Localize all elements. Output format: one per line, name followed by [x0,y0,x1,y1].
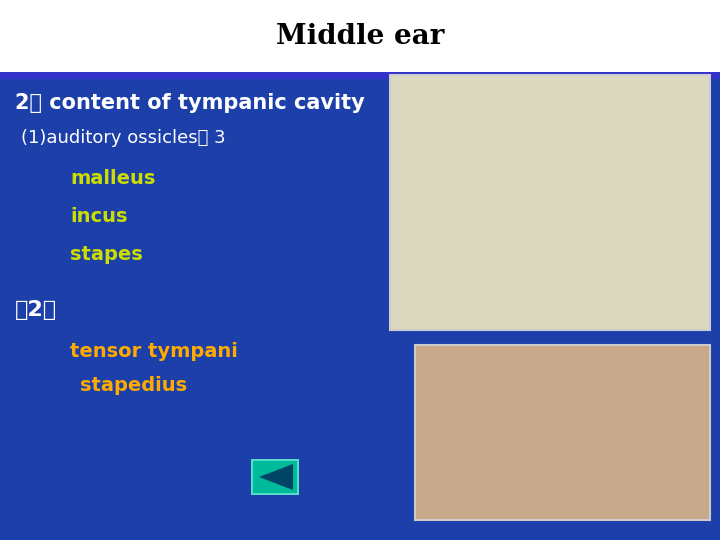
Bar [253,461,297,493]
Text: Middle ear: Middle ear [276,23,444,50]
Bar [0,72,720,79]
Text: stapedius: stapedius [80,376,187,395]
Polygon shape [259,464,293,490]
Text: （2）: （2） [15,300,57,320]
Text: 2） content of tympanic cavity: 2） content of tympanic cavity [15,93,365,113]
Text: incus: incus [70,207,127,226]
Text: stapes: stapes [70,245,143,264]
Bar [0,72,720,540]
Text: (1)auditory ossicles： 3: (1)auditory ossicles： 3 [21,129,225,147]
Bar [415,345,710,520]
Text: tensor tympani: tensor tympani [70,342,238,361]
Bar [390,75,710,330]
Bar [0,0,720,72]
Bar [251,459,299,495]
Text: malleus: malleus [70,169,156,188]
